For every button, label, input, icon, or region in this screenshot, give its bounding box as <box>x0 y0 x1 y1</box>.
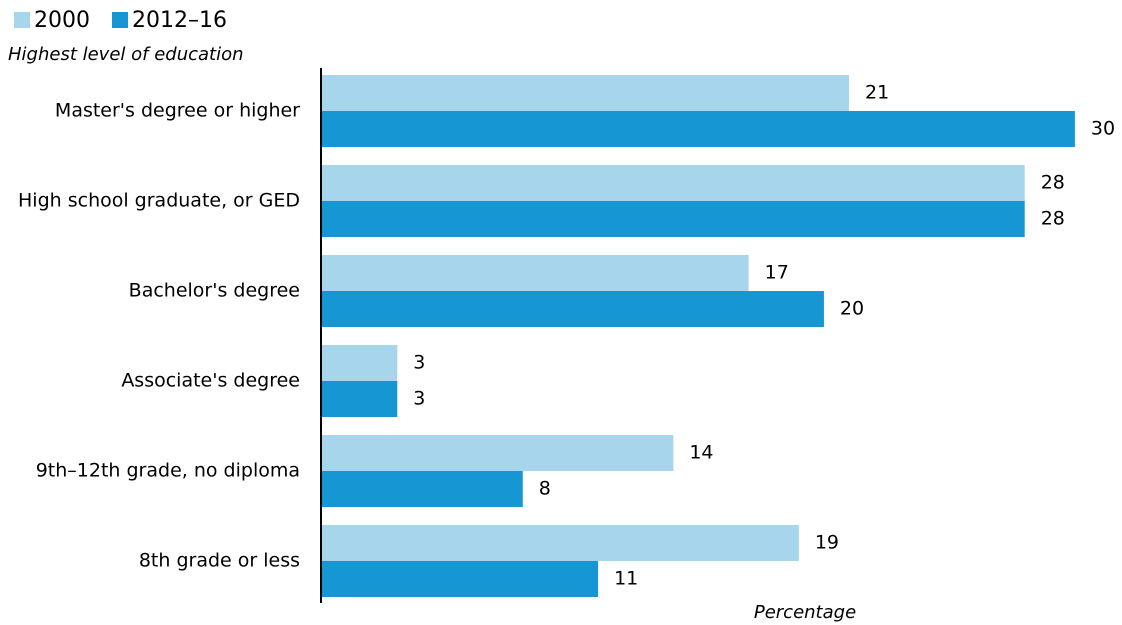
value-label: 3 <box>413 352 425 374</box>
legend-label: 2000 <box>34 8 90 33</box>
bar <box>322 111 1075 147</box>
category-label: Associate's degree <box>121 370 300 392</box>
y-axis-label: Highest level of education <box>8 44 244 65</box>
bar <box>322 435 674 471</box>
bar <box>322 75 850 111</box>
value-label: 28 <box>1041 208 1065 230</box>
value-label: 30 <box>1091 118 1115 140</box>
value-label: 19 <box>815 532 839 554</box>
bar <box>322 381 398 417</box>
value-label: 28 <box>1041 172 1065 194</box>
bar <box>322 525 799 561</box>
bar <box>322 201 1025 237</box>
category-label: Bachelor's degree <box>129 280 300 302</box>
value-label: 21 <box>865 82 889 104</box>
value-label: 3 <box>413 388 425 410</box>
value-label: 14 <box>689 442 713 464</box>
bar <box>322 165 1025 201</box>
bar <box>322 291 824 327</box>
value-label: 8 <box>539 478 551 500</box>
category-label: 8th grade or less <box>139 550 300 572</box>
category-label: Master's degree or higher <box>55 100 300 122</box>
bar <box>322 561 599 597</box>
value-label: 20 <box>840 298 864 320</box>
value-label: 11 <box>614 568 638 590</box>
legend-label: 2012–16 <box>132 8 227 33</box>
category-label: High school graduate, or GED <box>18 190 300 212</box>
category-label: 9th–12th grade, no diploma <box>36 460 300 482</box>
legend-swatch <box>112 12 128 28</box>
bar <box>322 471 523 507</box>
bar <box>322 345 398 381</box>
legend-swatch <box>14 12 30 28</box>
bar <box>322 255 749 291</box>
value-label: 17 <box>765 262 789 284</box>
x-axis-label: Percentage <box>754 602 856 623</box>
